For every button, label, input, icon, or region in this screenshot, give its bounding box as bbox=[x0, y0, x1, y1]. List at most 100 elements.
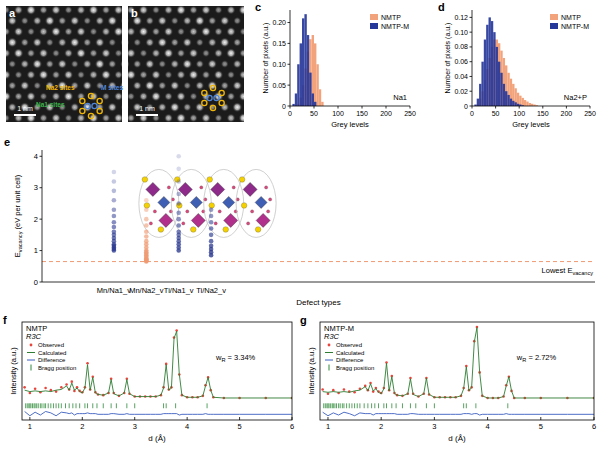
atom-column bbox=[213, 70, 223, 80]
observed-point bbox=[44, 387, 47, 390]
bragg-tick bbox=[40, 403, 41, 408]
atom-column bbox=[195, 38, 204, 47]
atom-column bbox=[88, 113, 99, 122]
x-tick-label: 3 bbox=[432, 422, 436, 431]
bragg-tick bbox=[327, 403, 328, 408]
atom-column bbox=[128, 16, 130, 26]
atom bbox=[218, 210, 221, 213]
legend-swatch bbox=[370, 14, 378, 20]
atom bbox=[267, 210, 270, 213]
x-tick-label: 5 bbox=[237, 422, 241, 431]
energy-point bbox=[209, 207, 214, 212]
atom-column bbox=[238, 91, 244, 101]
scale-bar-label: 1 nm bbox=[17, 105, 33, 112]
atom-column bbox=[52, 49, 61, 58]
atom-column bbox=[69, 37, 80, 48]
energy-point bbox=[144, 234, 149, 239]
site-marker bbox=[202, 100, 207, 105]
bragg-tick bbox=[126, 403, 127, 408]
bragg-tick bbox=[463, 403, 464, 408]
histogram-bar bbox=[517, 93, 519, 106]
x-tick-label: 1 bbox=[28, 422, 32, 431]
atom-column bbox=[158, 81, 167, 90]
energy-point bbox=[144, 223, 149, 228]
polyhedron bbox=[224, 213, 238, 227]
atom-column bbox=[33, 81, 42, 90]
bars bbox=[474, 17, 538, 106]
atom-column bbox=[170, 81, 180, 91]
atom-column bbox=[139, 49, 148, 58]
energy-point bbox=[144, 229, 149, 234]
observed-point bbox=[321, 388, 324, 391]
energy-point bbox=[176, 217, 181, 222]
x-tick bbox=[82, 417, 83, 420]
y-tick bbox=[470, 46, 473, 47]
x-tick bbox=[134, 417, 135, 420]
atom-column bbox=[176, 49, 185, 58]
atom-column bbox=[101, 113, 110, 122]
atom-column bbox=[133, 59, 142, 68]
atom-column bbox=[170, 38, 179, 47]
bragg-tick bbox=[41, 403, 42, 408]
bragg-tick bbox=[84, 403, 85, 408]
x-tick-label: 4 bbox=[185, 422, 189, 431]
histogram-bar bbox=[316, 64, 318, 106]
y-tick-label: 0.15 bbox=[272, 40, 286, 47]
atom-column bbox=[8, 81, 17, 90]
x-tick-label: 100 bbox=[332, 110, 344, 117]
plot-frame bbox=[22, 322, 292, 420]
bragg-tick bbox=[410, 403, 411, 408]
site-marker bbox=[80, 98, 85, 103]
atom-column bbox=[6, 27, 11, 36]
atom-column bbox=[58, 16, 67, 25]
fit-quality: wR = 2.72% bbox=[516, 353, 557, 363]
bragg-tick bbox=[359, 403, 360, 408]
bragg-tick bbox=[76, 403, 77, 408]
y-tick bbox=[288, 43, 291, 44]
legend-swatch bbox=[550, 23, 558, 29]
histogram-bar bbox=[526, 102, 528, 106]
bragg-tick bbox=[69, 403, 70, 408]
atom bbox=[255, 227, 261, 233]
histogram-bar bbox=[529, 103, 531, 106]
atom-column bbox=[45, 38, 54, 47]
x-tick-label: 100 bbox=[513, 110, 525, 117]
x-tick-label: Mn/Na1_v bbox=[97, 286, 131, 295]
figure: Na2 sitesM sitesNa1 sites1 nma1 nmbc00.0… bbox=[0, 0, 600, 451]
threshold-label: Lowest Evacancy bbox=[542, 266, 594, 276]
atom-column bbox=[201, 92, 211, 102]
atom-column bbox=[64, 48, 74, 58]
atom-column bbox=[195, 102, 205, 112]
histogram-bar bbox=[300, 43, 302, 106]
histogram-bar bbox=[479, 84, 481, 106]
legend-label: Difference bbox=[38, 357, 66, 363]
x-tick bbox=[495, 106, 496, 109]
x-tick bbox=[519, 106, 520, 109]
atom-column bbox=[26, 49, 35, 58]
atom bbox=[153, 210, 156, 213]
chart-title: Na2+P bbox=[564, 93, 587, 102]
y-tick bbox=[470, 61, 473, 62]
atom-column bbox=[39, 27, 49, 37]
observed-point bbox=[34, 387, 37, 390]
site-marker bbox=[97, 98, 102, 103]
histogram-bar bbox=[312, 93, 314, 106]
structure-outline bbox=[236, 169, 276, 237]
bragg-tick bbox=[61, 403, 62, 408]
fit-quality: wR = 3.34% bbox=[215, 353, 256, 363]
y-tick bbox=[40, 219, 43, 220]
atom-column bbox=[13, 48, 24, 59]
atom-column bbox=[82, 59, 92, 69]
x-tick bbox=[239, 417, 240, 420]
atom-column bbox=[219, 37, 230, 48]
stem-image: 1 nmb bbox=[113, 0, 267, 134]
series-line bbox=[323, 412, 594, 416]
site-marker bbox=[88, 113, 93, 118]
atom bbox=[149, 222, 152, 225]
bragg-tick bbox=[92, 403, 93, 408]
observed-point bbox=[23, 386, 26, 389]
atom-column bbox=[64, 114, 73, 122]
bragg-tick bbox=[367, 403, 368, 408]
histogram-bar bbox=[503, 84, 505, 106]
atom-column bbox=[133, 38, 142, 47]
